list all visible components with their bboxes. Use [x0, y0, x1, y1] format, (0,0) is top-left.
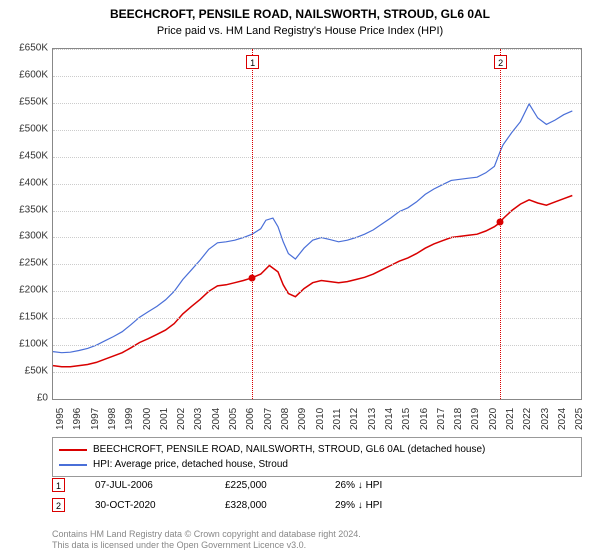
gridline-h [53, 318, 581, 319]
gridline-h [53, 49, 581, 50]
ytick-label: £600K [0, 69, 48, 80]
series-line-hpi [53, 104, 572, 353]
gridline-h [53, 345, 581, 346]
ytick-label: £400K [0, 177, 48, 188]
gridline-h [53, 103, 581, 104]
chart-subtitle: Price paid vs. HM Land Registry's House … [0, 23, 600, 41]
legend-row-subject: BEECHCROFT, PENSILE ROAD, NAILSWORTH, ST… [59, 442, 575, 457]
event-diff-1: 26% ↓ HPI [335, 480, 435, 491]
gridline-h [53, 372, 581, 373]
attribution-line-2: This data is licensed under the Open Gov… [52, 540, 582, 552]
legend-label-hpi: HPI: Average price, detached house, Stro… [93, 457, 288, 472]
plot-area: 12 [52, 48, 582, 400]
gridline-h [53, 291, 581, 292]
legend-label-subject: BEECHCROFT, PENSILE ROAD, NAILSWORTH, ST… [93, 442, 485, 457]
event-marker-in-plot: 2 [494, 55, 507, 69]
chart-title: BEECHCROFT, PENSILE ROAD, NAILSWORTH, ST… [0, 0, 600, 23]
event-row-2: 2 30-OCT-2020 £328,000 29% ↓ HPI [52, 498, 582, 512]
gridline-h [53, 157, 581, 158]
event-row-1: 1 07-JUL-2006 £225,000 26% ↓ HPI [52, 478, 582, 492]
legend-swatch-hpi [59, 464, 87, 466]
sale-dot [249, 274, 256, 281]
legend-row-hpi: HPI: Average price, detached house, Stro… [59, 457, 575, 472]
event-marker-in-plot: 1 [246, 55, 259, 69]
attribution-line-1: Contains HM Land Registry data © Crown c… [52, 529, 582, 541]
attribution: Contains HM Land Registry data © Crown c… [52, 529, 582, 552]
ytick-label: £650K [0, 43, 48, 54]
ytick-label: £450K [0, 150, 48, 161]
ytick-label: £300K [0, 231, 48, 242]
gridline-h [53, 76, 581, 77]
gridline-h [53, 264, 581, 265]
event-date-2: 30-OCT-2020 [95, 500, 195, 511]
ytick-label: £0 [0, 393, 48, 404]
xtick-label: 2025 [574, 408, 600, 430]
event-vline [252, 49, 253, 399]
event-date-1: 07-JUL-2006 [95, 480, 195, 491]
event-diff-2: 29% ↓ HPI [335, 500, 435, 511]
event-marker-2: 2 [52, 498, 65, 512]
ytick-label: £550K [0, 96, 48, 107]
gridline-h [53, 211, 581, 212]
ytick-label: £100K [0, 339, 48, 350]
ytick-label: £200K [0, 285, 48, 296]
chart-container: BEECHCROFT, PENSILE ROAD, NAILSWORTH, ST… [0, 0, 600, 560]
ytick-label: £50K [0, 366, 48, 377]
event-price-2: £328,000 [225, 500, 305, 511]
gridline-h [53, 237, 581, 238]
legend-swatch-subject [59, 449, 87, 451]
ytick-label: £250K [0, 258, 48, 269]
events-table: 1 07-JUL-2006 £225,000 26% ↓ HPI 2 30-OC… [52, 478, 582, 518]
series-line-subject [53, 196, 572, 367]
sale-dot [497, 219, 504, 226]
ytick-label: £150K [0, 312, 48, 323]
ytick-label: £500K [0, 123, 48, 134]
legend: BEECHCROFT, PENSILE ROAD, NAILSWORTH, ST… [52, 437, 582, 477]
event-price-1: £225,000 [225, 480, 305, 491]
ytick-label: £350K [0, 204, 48, 215]
gridline-h [53, 184, 581, 185]
event-marker-1: 1 [52, 478, 65, 492]
gridline-h [53, 130, 581, 131]
